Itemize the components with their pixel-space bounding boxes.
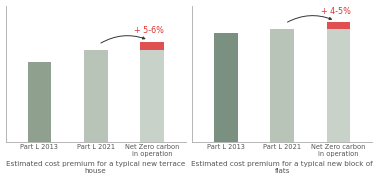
Bar: [327, 22, 350, 29]
Bar: [140, 42, 164, 50]
Bar: [140, 50, 164, 142]
Bar: [84, 50, 108, 142]
Bar: [214, 33, 238, 142]
X-axis label: Estimated cost premium for a typical new block of flats: Estimated cost premium for a typical new…: [192, 161, 373, 173]
Bar: [327, 29, 350, 142]
Bar: [27, 62, 51, 142]
Bar: [271, 29, 294, 142]
X-axis label: Estimated cost premium for a typical new terrace house: Estimated cost premium for a typical new…: [6, 161, 185, 173]
Text: + 5-6%: + 5-6%: [134, 26, 164, 35]
Text: + 4-5%: + 4-5%: [321, 7, 351, 16]
